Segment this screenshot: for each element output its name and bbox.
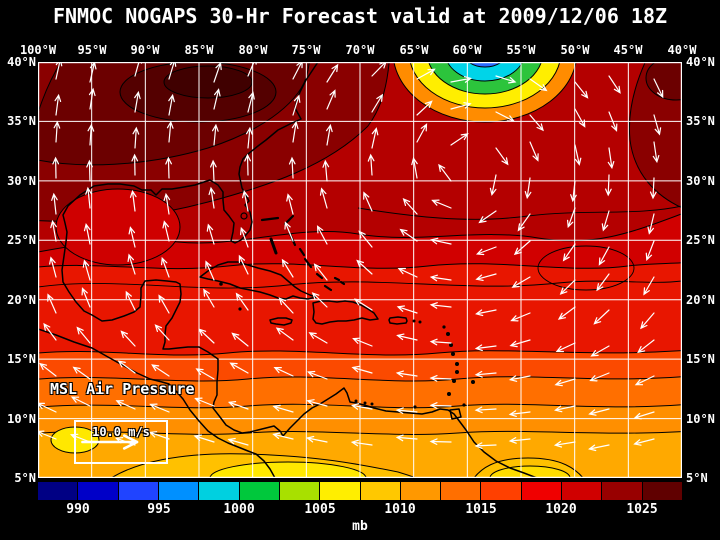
lake-okeechobee [240, 212, 248, 220]
colorbar-label: 1015 [465, 502, 497, 517]
lat-label-right: 40°N [686, 55, 715, 69]
colorbar-label: 995 [147, 502, 171, 517]
lat-label-right: 5°N [686, 471, 708, 485]
field-label: MSL Air Pressure [50, 380, 195, 398]
island-hispaniola [312, 300, 379, 325]
lon-label: 65°W [399, 43, 429, 57]
lat-lon-grid [38, 62, 682, 478]
lat-label-right: 35°N [686, 114, 715, 128]
pressure-colorbar [38, 482, 682, 500]
colorbar-label: 1010 [384, 502, 416, 517]
colorbar-segment [279, 482, 321, 500]
colorbar-segment [441, 482, 482, 500]
lat-label-left: 25°N [7, 233, 36, 247]
lat-label-left: 15°N [7, 352, 36, 366]
lon-label: 45°W [613, 43, 643, 57]
lat-label-right: 15°N [686, 352, 715, 366]
lat-label-left: 40°N [7, 55, 36, 69]
pressure-map: MSL Air Pressure 10.0 m/s [38, 62, 682, 478]
lat-label-left: 10°N [7, 412, 36, 426]
island-jamaica [269, 317, 293, 326]
colorbar-segment [562, 482, 603, 500]
wind-scale-legend: 10.0 m/s [74, 420, 168, 464]
colorbar-segment [38, 482, 79, 500]
lat-label-left: 20°N [7, 293, 36, 307]
colorbar-segment [239, 482, 280, 500]
lat-label-left: 5°N [14, 471, 36, 485]
page-title: FNMOC NOGAPS 30-Hr Forecast valid at 200… [52, 4, 668, 28]
colorbar-segment [400, 482, 442, 500]
colorbar-segment [642, 482, 682, 500]
lat-label-right: 25°N [686, 233, 715, 247]
lon-label: 80°W [238, 43, 268, 57]
lon-label: 85°W [184, 43, 214, 57]
pressure-field-svg [38, 62, 682, 478]
lon-label: 60°W [452, 43, 482, 57]
coastline-pacific [38, 328, 276, 478]
colorbar-segment [199, 482, 240, 500]
lon-label: 50°W [560, 43, 590, 57]
colorbar-label: 990 [66, 502, 90, 517]
wind-scale-value: 10.0 m/s [92, 425, 150, 439]
colorbar-segment [118, 482, 159, 500]
colorbar-label: 1000 [223, 502, 255, 517]
map-border [38, 62, 682, 478]
colorbar-segment [78, 482, 119, 500]
lat-label-right: 20°N [686, 293, 715, 307]
colorbar-segment [602, 482, 643, 500]
colorbar-label: 1025 [626, 502, 658, 517]
colorbar-unit: mb [352, 519, 368, 534]
colorbar-label: 1005 [304, 502, 336, 517]
lon-label: 95°W [77, 43, 107, 57]
wind-scale-arrow-icon [81, 434, 139, 450]
island-trinidad [449, 408, 462, 420]
small-islands-layer [219, 282, 475, 409]
lat-label-right: 30°N [686, 174, 715, 188]
trough-contours [393, 62, 577, 123]
lon-label: 40°W [667, 43, 697, 57]
lon-label: 70°W [345, 43, 375, 57]
colorbar-label: 1020 [545, 502, 577, 517]
lon-label: 55°W [506, 43, 536, 57]
lat-label-left: 35°N [7, 114, 36, 128]
lon-label: 90°W [130, 43, 160, 57]
colorbar-segment [320, 482, 361, 500]
colorbar-segment [481, 482, 522, 500]
lon-label: 75°W [291, 43, 321, 57]
island-puerto-rico [388, 316, 408, 325]
colorbar-segment [360, 482, 401, 500]
lon-label: 100°W [19, 43, 57, 57]
lat-label-right: 10°N [686, 412, 715, 426]
lat-label-left: 30°N [7, 174, 36, 188]
colorbar-segment [158, 482, 200, 500]
colorbar-segment [521, 482, 563, 500]
